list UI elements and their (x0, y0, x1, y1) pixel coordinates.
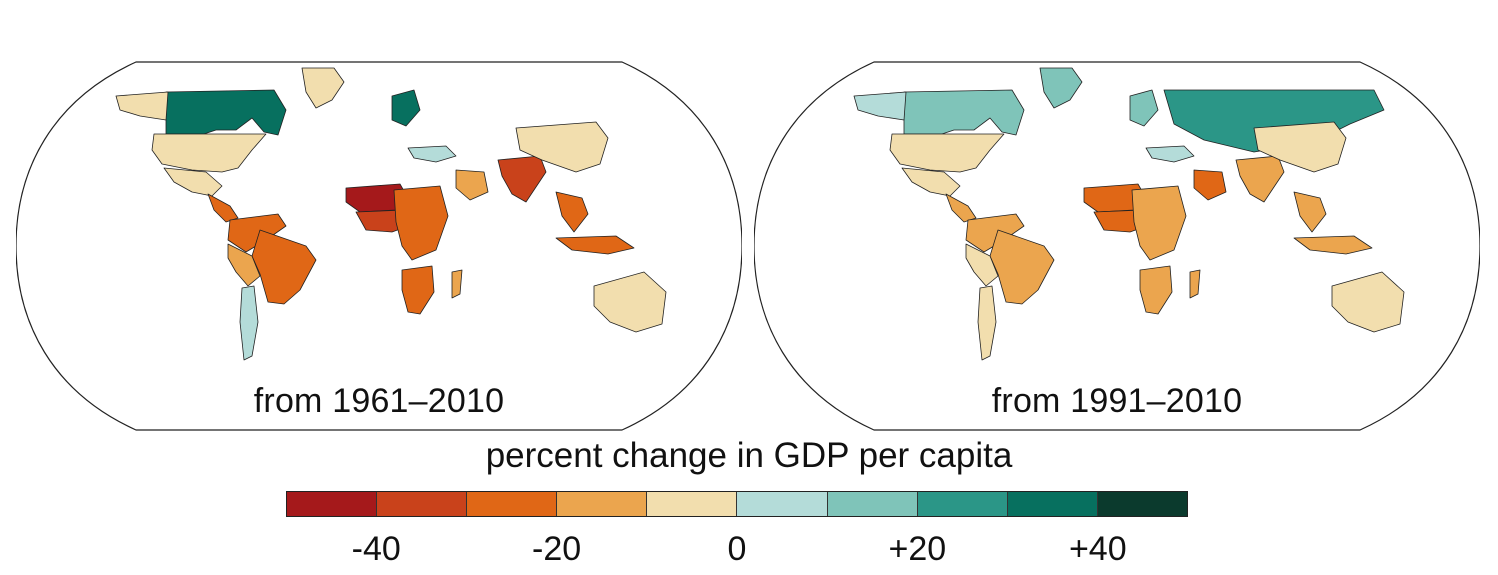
region-greenland (301, 67, 345, 109)
region-chile-argentina-strip (977, 285, 997, 361)
world-map-right (754, 61, 1480, 431)
region-northern-europe (1129, 89, 1159, 127)
colorbar-swatch (557, 492, 648, 516)
region-southern-africa (401, 265, 435, 315)
region-indonesia (1293, 235, 1373, 255)
region-southeast-europe (407, 145, 457, 163)
colorbar-title: percent change in GDP per capita (485, 436, 1013, 475)
region-canada (165, 89, 287, 136)
region-alaska (115, 91, 169, 121)
region-southeast-asia (555, 191, 589, 233)
colorbar-tick-label: 0 (727, 530, 747, 568)
colorbar-swatch (917, 492, 1008, 516)
colorbar-swatch (287, 492, 378, 516)
colorbar-swatch (827, 492, 918, 516)
region-indonesia (555, 235, 635, 255)
colorbar-tick-label: -20 (532, 530, 582, 568)
region-australia (593, 271, 667, 333)
region-arabia (1193, 169, 1227, 201)
panel-label-right: from 1991–2010 (991, 382, 1243, 420)
colorbar-swatch (1007, 492, 1098, 516)
region-arabia (455, 169, 489, 201)
region-madagascar (1189, 269, 1201, 299)
colorbar-swatch (737, 492, 828, 516)
map-panel-1961-2010 (16, 60, 742, 432)
colorbar-swatch (647, 492, 738, 516)
world-map-left (16, 61, 742, 431)
region-united-states (889, 133, 1005, 173)
region-southeast-asia (1293, 191, 1327, 233)
region-greenland (1039, 67, 1083, 109)
region-central-africa (1131, 185, 1187, 261)
region-china (1253, 121, 1347, 173)
region-southeast-europe (1145, 145, 1195, 163)
map-frame (16, 61, 742, 431)
colorbar-tick-label: +20 (888, 530, 947, 568)
region-china (515, 121, 609, 173)
region-chile-argentina-strip (239, 285, 259, 361)
map-panel-1991-2010 (754, 60, 1480, 432)
region-alaska (853, 91, 907, 121)
colorbar-tick-label: +40 (1068, 530, 1127, 568)
colorbar-swatch (1097, 492, 1187, 516)
region-andes (227, 243, 261, 287)
colorbar-swatch (467, 492, 558, 516)
region-madagascar (451, 269, 463, 299)
panel-label-left: from 1961–2010 (253, 382, 505, 420)
colorbar (286, 491, 1188, 517)
region-central-africa (393, 185, 449, 261)
region-united-states (151, 133, 267, 173)
colorbar-tick-label: -40 (351, 530, 401, 568)
region-southern-africa (1139, 265, 1173, 315)
region-australia (1331, 271, 1405, 333)
map-frame (754, 61, 1480, 431)
region-andes (965, 243, 999, 287)
colorbar-swatch (377, 492, 468, 516)
region-canada (903, 89, 1025, 136)
region-northern-europe (391, 89, 421, 127)
